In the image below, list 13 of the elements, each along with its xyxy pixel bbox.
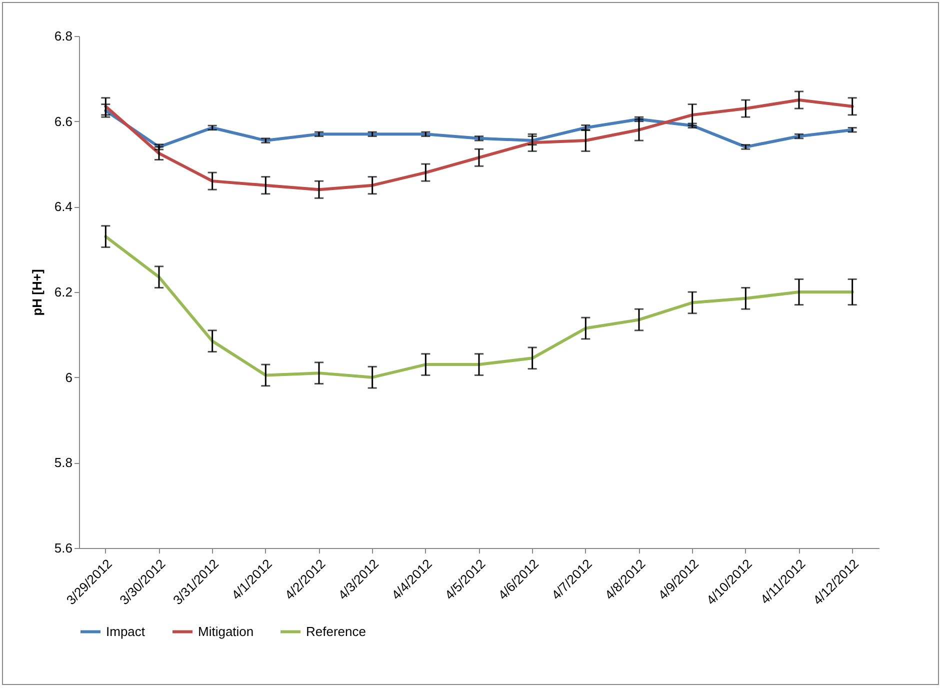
y-tick-label: 6.8 (54, 28, 72, 44)
y-tick-label: 6.6 (54, 114, 72, 129)
y-tick-label: 5.8 (54, 455, 72, 470)
y-tick-label: 6 (65, 370, 72, 385)
y-tick-label: 6.2 (54, 284, 72, 300)
y-tick-label: 5.6 (54, 540, 72, 556)
y-axis-title: pH [H+] (29, 269, 44, 316)
line-series (104, 235, 854, 379)
line-series (104, 109, 854, 148)
legend-label: Impact (106, 624, 146, 639)
legend-label: Mitigation (198, 624, 254, 639)
legend-label: Reference (306, 624, 366, 639)
y-tick-label: 6.4 (54, 199, 72, 214)
